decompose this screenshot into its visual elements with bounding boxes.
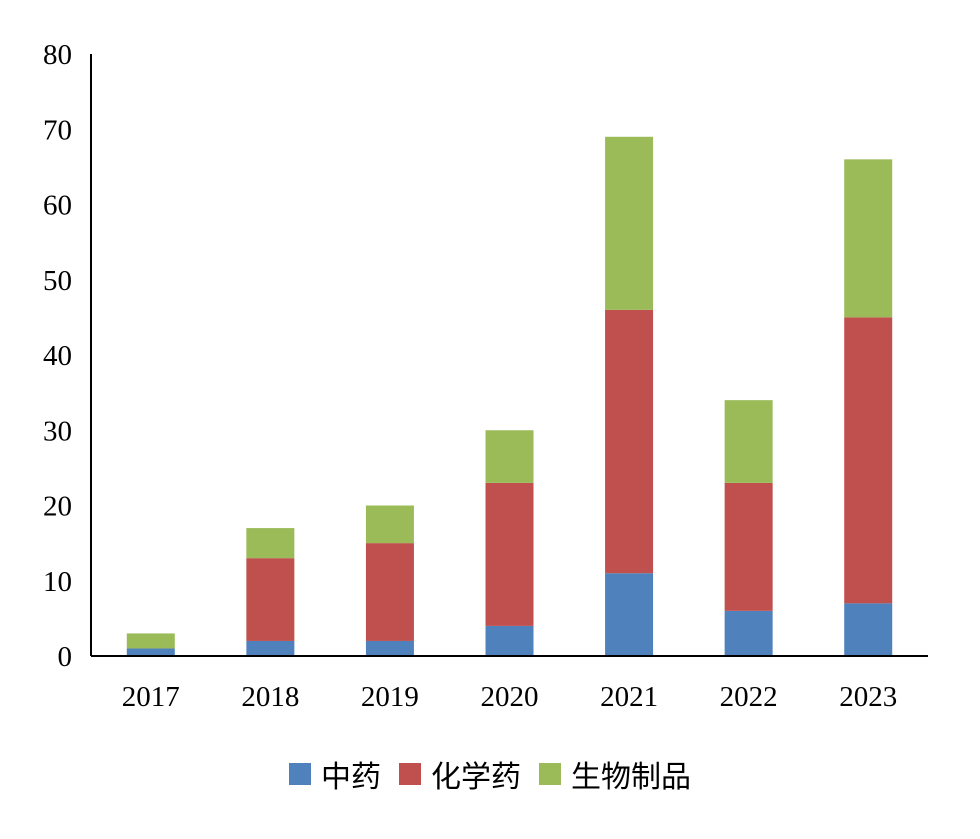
bar-2022-series-2 — [724, 400, 773, 483]
bar-2020-series-0 — [485, 625, 534, 656]
bar-2020-series-1 — [485, 482, 534, 626]
bar-2023-series-2 — [844, 159, 893, 318]
x-tick-label: 2023 — [839, 681, 897, 713]
bar-2019-series-1 — [365, 543, 414, 641]
x-tick-label: 2022 — [720, 681, 778, 713]
y-tick-label: 20 — [43, 491, 72, 523]
bar-2018-series-0 — [246, 640, 295, 656]
bar-2022-series-0 — [724, 610, 773, 656]
legend-label-0: 中药 — [321, 760, 381, 795]
stacked-bar-chart: 2017 2018 2019 2020 2021 2022 2023 0 10 20 30 40 50 6… — [43, 39, 928, 713]
bar-2018-series-2 — [246, 528, 295, 559]
y-tick-label: 0 — [58, 641, 73, 673]
bar-2021-series-1 — [605, 309, 654, 574]
y-tick-label: 30 — [43, 415, 72, 447]
bar-2018-series-1 — [246, 558, 295, 641]
y-tick-label: 50 — [43, 265, 72, 297]
legend-label-1: 化学药 — [431, 760, 521, 795]
bar-2021-series-0 — [605, 573, 654, 656]
x-tick-label: 2018 — [241, 681, 299, 713]
x-tick-label: 2017 — [122, 681, 180, 713]
legend-swatch-1 — [399, 763, 421, 785]
bar-2023-series-0 — [844, 603, 893, 656]
legend-swatch-0 — [289, 763, 311, 785]
legend-item-0: 中药 — [289, 752, 381, 796]
x-tick-label: 2021 — [600, 681, 658, 713]
axes-layer — [90, 54, 928, 657]
y-tick-label: 60 — [43, 190, 72, 222]
y-tick-label: 80 — [43, 39, 72, 71]
tick-labels-layer: 2017 2018 2019 2020 2021 2022 2023 0 10 20 30 40 50 6… — [43, 39, 897, 713]
y-tick-label: 40 — [43, 340, 72, 372]
x-tick-label: 2019 — [361, 681, 419, 713]
bar-2022-series-1 — [724, 482, 773, 611]
bar-2021-series-2 — [605, 136, 654, 310]
bar-2017-series-2 — [126, 633, 175, 649]
bar-2017-series-0 — [126, 648, 175, 656]
bar-2019-series-2 — [365, 505, 414, 544]
y-tick-label: 10 — [43, 566, 72, 598]
legend: 中药 化学药 生物制品 — [0, 752, 980, 796]
bars-layer — [126, 136, 893, 656]
y-tick-label: 70 — [43, 114, 72, 146]
legend-item-1: 化学药 — [399, 752, 521, 796]
legend-item-2: 生物制品 — [539, 752, 691, 796]
x-tick-label: 2020 — [481, 681, 539, 713]
legend-swatch-2 — [539, 763, 561, 785]
bar-2023-series-1 — [844, 317, 893, 604]
bar-2020-series-2 — [485, 430, 534, 483]
bar-2019-series-0 — [365, 640, 414, 656]
legend-label-2: 生物制品 — [571, 760, 691, 795]
